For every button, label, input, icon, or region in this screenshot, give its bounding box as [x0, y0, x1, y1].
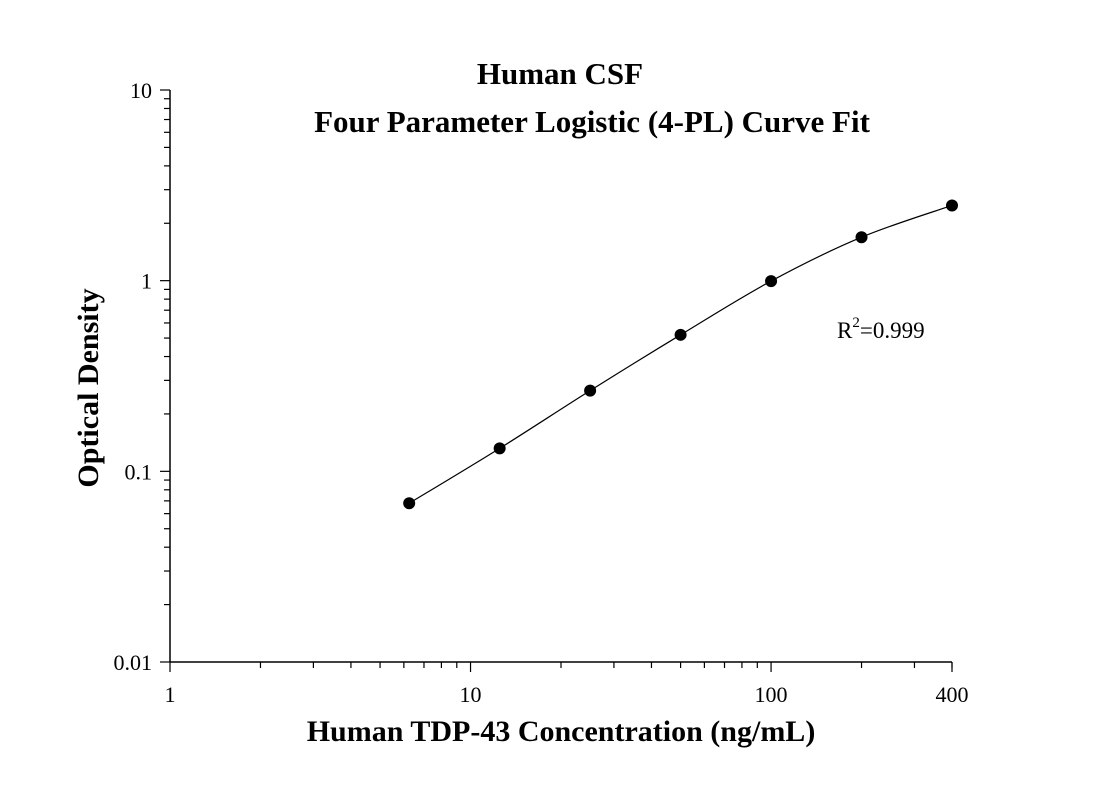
chart-subtitle: Four Parameter Logistic (4-PL) Curve Fit: [314, 104, 871, 139]
fit-curve: [408, 204, 953, 504]
data-point: [946, 199, 958, 212]
x-tick-label: 400: [936, 682, 969, 707]
x-tick-label: 10: [460, 682, 482, 707]
x-axis-label: Human TDP-43 Concentration (ng/mL): [307, 715, 816, 748]
data-point: [403, 497, 416, 510]
chart-title: Human CSF: [477, 56, 643, 91]
axes: [169, 90, 952, 663]
x-axis-ticks: 1 10 100 400: [165, 662, 969, 707]
r-squared-value: =0.999: [860, 318, 925, 343]
data-point: [765, 275, 778, 288]
r-squared-annotation: R2=0.999: [837, 315, 925, 343]
r-squared-superscript: 2: [852, 315, 860, 331]
data-point: [674, 328, 687, 341]
data-point: [855, 231, 868, 244]
data-point: [584, 384, 597, 397]
y-tick-label: 1: [141, 269, 152, 294]
y-tick-label: 0.1: [125, 459, 153, 484]
y-axis-label: Optical Density: [72, 288, 105, 487]
y-tick-label: 10: [130, 78, 152, 103]
y-tick-label: 0.01: [114, 650, 153, 675]
data-points: [403, 199, 958, 510]
chart-title-group: Human CSF Four Parameter Logistic (4-PL)…: [314, 56, 871, 139]
x-tick-label: 100: [755, 682, 788, 707]
data-point: [493, 442, 506, 455]
y-axis-ticks: 10 1 0.1 0.01: [114, 78, 170, 675]
x-tick-label: 1: [165, 682, 176, 707]
r-squared-letter: R: [837, 318, 853, 343]
